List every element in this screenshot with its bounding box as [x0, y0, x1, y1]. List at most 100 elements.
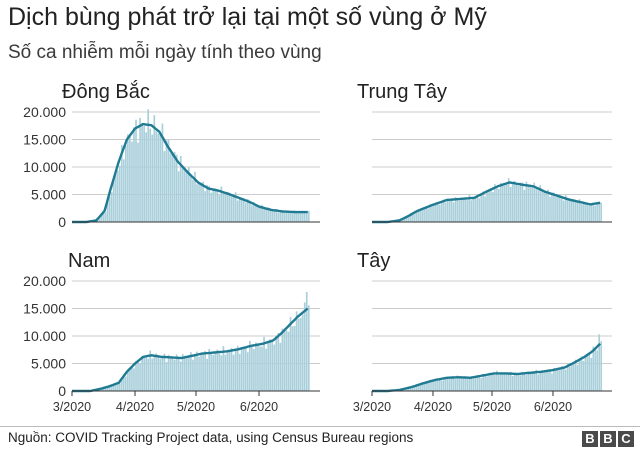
daily-bar — [133, 127, 135, 222]
daily-bar — [169, 356, 172, 391]
daily-bar — [437, 379, 439, 391]
daily-bar — [547, 370, 549, 391]
daily-bar — [435, 380, 437, 391]
daily-bar — [433, 381, 435, 391]
daily-bar — [433, 205, 435, 222]
daily-bar — [177, 358, 180, 391]
daily-bar — [171, 358, 174, 391]
daily-bar — [598, 334, 600, 391]
daily-bar — [580, 204, 583, 222]
daily-bar — [259, 207, 261, 222]
daily-bar — [114, 384, 117, 391]
daily-bar — [472, 378, 475, 391]
daily-bar — [224, 354, 227, 391]
daily-bar — [600, 341, 602, 391]
daily-bar — [478, 198, 480, 222]
y-tick-label: 20.000 — [23, 273, 66, 289]
daily-bar — [153, 356, 156, 391]
y-tick-label: 5.000 — [31, 187, 66, 203]
daily-bar — [129, 369, 131, 391]
daily-bar — [198, 183, 200, 222]
daily-bar — [582, 360, 585, 391]
y-tick-label: 15.000 — [23, 132, 66, 148]
daily-bar — [429, 204, 431, 222]
daily-bar — [299, 212, 302, 222]
daily-bar — [287, 210, 290, 222]
x-tick-label: 6/2020 — [534, 400, 572, 414]
daily-bar — [305, 292, 308, 391]
daily-bar — [568, 200, 571, 222]
daily-bar — [555, 369, 557, 391]
y-tick-label: 5.000 — [31, 356, 66, 372]
daily-bar — [295, 212, 298, 222]
daily-bar — [507, 178, 510, 222]
daily-bar — [454, 196, 457, 222]
y-tick-label: 0 — [58, 214, 66, 230]
daily-bar — [561, 196, 563, 222]
daily-bar — [167, 354, 170, 391]
daily-bar — [188, 167, 190, 222]
daily-bar — [120, 145, 123, 222]
daily-bar — [220, 355, 223, 391]
daily-bar — [192, 359, 194, 391]
daily-bar — [157, 356, 160, 391]
daily-bar — [163, 353, 166, 391]
daily-bar — [549, 369, 551, 391]
daily-bar — [255, 342, 257, 391]
daily-bar — [590, 357, 593, 391]
daily-bar — [594, 349, 597, 391]
daily-bar — [496, 188, 498, 222]
daily-bar — [159, 133, 162, 222]
daily-bar — [202, 352, 204, 391]
daily-bar — [423, 383, 425, 391]
daily-bar — [492, 192, 494, 222]
daily-bar — [513, 180, 516, 222]
daily-bar — [531, 187, 534, 222]
x-tick-label: 3/2020 — [53, 400, 91, 414]
daily-bar — [480, 193, 482, 222]
daily-bar — [307, 210, 310, 222]
daily-bar — [200, 182, 202, 222]
daily-bar — [261, 346, 263, 391]
daily-bar — [574, 202, 577, 222]
daily-bar — [238, 197, 241, 222]
daily-bar — [590, 203, 593, 222]
daily-bar — [251, 205, 253, 222]
daily-bar — [137, 142, 139, 222]
daily-bar — [281, 210, 284, 222]
daily-bar — [98, 217, 101, 222]
daily-bar — [537, 190, 540, 222]
daily-bar — [474, 376, 477, 391]
daily-bar — [423, 207, 425, 222]
daily-bar — [450, 376, 453, 391]
daily-bar — [494, 184, 496, 222]
daily-bar — [287, 331, 290, 391]
daily-bar — [275, 336, 278, 391]
logo-letter-3: C — [618, 431, 634, 447]
daily-bar — [236, 200, 239, 222]
daily-bar — [482, 191, 484, 222]
daily-bar — [529, 372, 532, 391]
daily-bar — [442, 377, 445, 391]
daily-bar — [269, 339, 272, 391]
daily-bar — [108, 196, 111, 222]
x-tick-label: 3/2020 — [353, 400, 391, 414]
daily-bar — [498, 189, 500, 222]
daily-bar — [135, 119, 137, 222]
daily-bar — [122, 375, 125, 391]
daily-bar — [206, 358, 208, 391]
daily-bar — [490, 373, 492, 391]
daily-bar — [439, 378, 441, 391]
daily-bar — [171, 154, 174, 222]
daily-bar — [462, 197, 465, 222]
daily-bar — [273, 344, 276, 391]
daily-bar — [110, 386, 113, 391]
daily-bar — [224, 194, 227, 222]
daily-bar — [230, 196, 233, 222]
daily-bar — [399, 220, 402, 222]
daily-bar — [525, 375, 528, 391]
daily-bar — [492, 374, 494, 391]
daily-bar — [226, 191, 229, 222]
daily-bar — [431, 206, 433, 222]
daily-bar — [194, 171, 196, 222]
